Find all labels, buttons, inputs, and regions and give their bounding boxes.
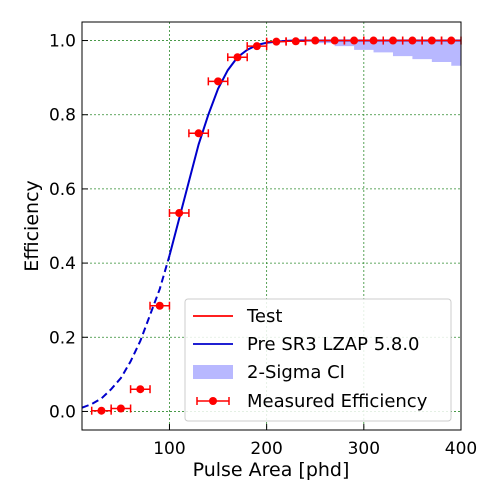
measured-point-11	[311, 36, 320, 45]
ci-band	[295, 40, 461, 68]
x-tick-label-2: 300	[348, 439, 380, 459]
measured-point-17	[427, 36, 436, 45]
measured-points	[90, 36, 462, 415]
axis-ticks: 100 200 300 400 0.0 0.2 0.4 0.6 0.8 1.0	[49, 32, 477, 459]
x-tick-label-1: 200	[250, 439, 282, 459]
measured-point-18	[447, 36, 456, 45]
legend-label-measured: Measured Efficiency	[247, 391, 428, 412]
measured-point-2	[136, 385, 145, 394]
measured-point-13	[350, 36, 359, 45]
y-tick-label-5: 1.0	[49, 32, 76, 52]
y-tick-label-0: 0.0	[49, 402, 76, 422]
fit-curve-extrapolated	[81, 255, 171, 409]
plot-frame	[81, 21, 462, 431]
measured-point-15	[388, 36, 397, 45]
measured-point-3	[155, 301, 164, 310]
y-axis-label: Efficiency	[21, 180, 43, 272]
measured-point-9	[272, 37, 281, 46]
y-tick-label-4: 0.8	[49, 106, 76, 126]
legend: Test Pre SR3 LZAP 5.8.0 2-Sigma CI Measu…	[184, 298, 452, 422]
measured-point-6	[214, 77, 223, 86]
legend-label-fit: Pre SR3 LZAP 5.8.0	[247, 334, 420, 355]
y-tick-label-3: 0.6	[49, 180, 76, 200]
y-tick-label-2: 0.4	[49, 254, 76, 274]
x-tick-label-3: 400	[445, 439, 477, 459]
x-tick-label-0: 100	[153, 439, 185, 459]
ci-band-area	[295, 40, 461, 68]
measured-point-14	[369, 36, 378, 45]
measured-point-0	[97, 406, 106, 415]
legend-label-ci: 2-Sigma CI	[247, 362, 345, 383]
legend-swatch-measured-marker	[209, 397, 217, 405]
legend-swatch-ci	[193, 365, 233, 379]
measured-point-5	[194, 129, 203, 138]
x-axis-label: Pulse Area [phd]	[193, 459, 350, 481]
measured-point-4	[175, 209, 184, 218]
y-tick-label-1: 0.2	[49, 328, 76, 348]
legend-box	[184, 298, 452, 422]
measured-point-8	[252, 42, 261, 51]
measured-point-1	[116, 404, 125, 413]
measured-point-12	[330, 36, 339, 45]
measured-point-16	[408, 36, 417, 45]
legend-label-test: Test	[246, 306, 282, 327]
measured-point-10	[291, 37, 300, 46]
measured-point-7	[233, 53, 242, 62]
